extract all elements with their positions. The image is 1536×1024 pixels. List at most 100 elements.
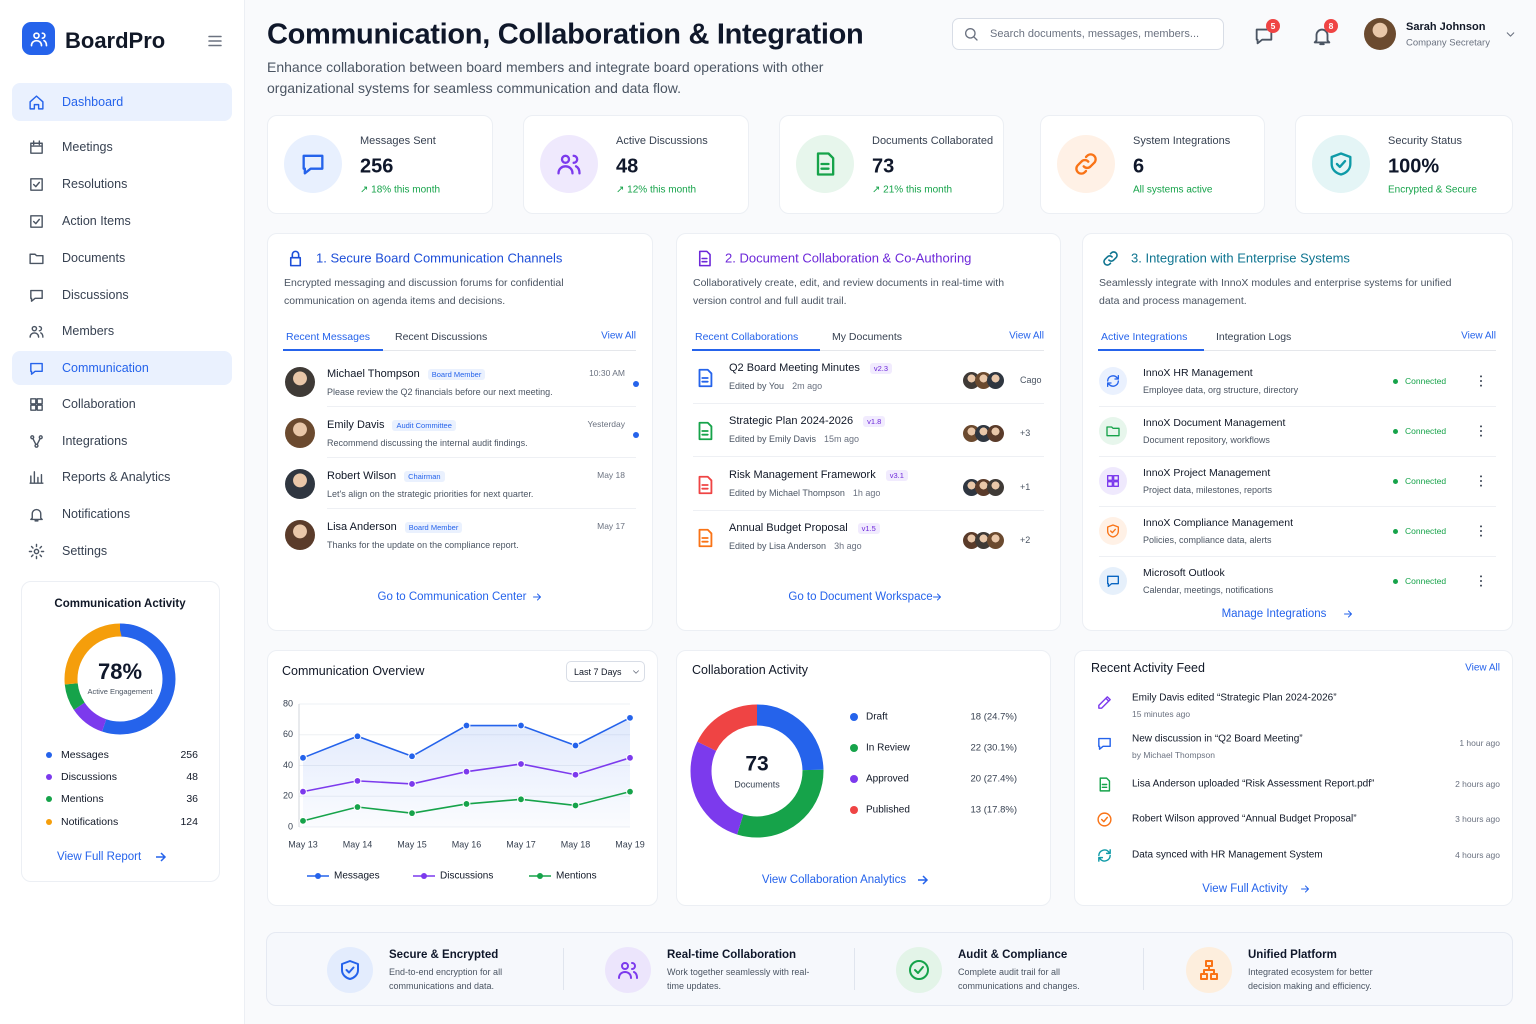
panel [1082,233,1513,631]
message-header: Michael Thompson Board Member [327,368,486,380]
nav-item[interactable]: Settings [62,544,108,558]
document-header: Q2 Board Meeting Minutes v2.3 [729,362,893,374]
nav-item[interactable]: Communication [62,361,149,375]
feature-icon [1200,960,1218,980]
nav-item[interactable]: Collaboration [62,397,136,411]
link-arrow [932,593,941,601]
link[interactable]: Manage Integrations [1221,608,1327,620]
nav-icon [29,397,43,411]
tab-underline [692,349,820,351]
document-icon [698,475,713,495]
user-role: Company Secretary [1406,37,1490,49]
feed-text: New discussion in “Q2 Board Meeting” [1132,733,1303,745]
nav-item[interactable]: Members [62,324,115,338]
version-tag: v1.8 [863,415,886,427]
nav-icon [28,253,44,264]
item-menu [1480,575,1482,587]
edit-time: 15m ago [824,434,860,444]
nav-item[interactable]: Discussions [62,288,129,302]
feature-title: Unified Platform [1248,949,1337,961]
avatar [986,531,1004,549]
feature-icon [909,960,929,980]
user-menu-glyph [1506,31,1514,37]
stat-note: ↗ 21% this month [872,184,953,196]
feature-icon-glyph [618,962,638,979]
stat-icon-bg [540,135,598,193]
nav-icon [28,470,44,484]
range-select[interactable] [566,661,645,682]
view-all[interactable]: View All [1465,662,1500,674]
row-divider [327,508,636,509]
nav-item[interactable]: Reports & Analytics [62,470,171,484]
feature-title: Audit & Compliance [958,949,1068,961]
integration-icon [1107,375,1119,387]
nav-highlight [12,351,232,385]
nav-icon-glyph [29,139,43,154]
document-meta: Edited by Lisa Anderson 3h ago [729,541,862,551]
avatar [1364,18,1396,50]
tab-active[interactable]: Active Integrations [1101,331,1188,343]
status-dot [1392,528,1398,534]
page-subtitle: Enhance collaboration between board memb… [267,59,824,96]
stat-icon [816,152,835,176]
view-all[interactable]: View All [1009,330,1044,342]
nav-item[interactable]: Meetings [62,140,113,154]
row-divider [693,456,1044,457]
range-chevron [633,669,639,674]
version-tag: v3.1 [885,469,908,481]
view-all[interactable]: View All [1461,330,1496,342]
item-menu [1480,425,1482,437]
link[interactable]: Go to Document Workspace [788,591,933,603]
nav-item[interactable]: Notifications [62,507,131,521]
panel-description: Collaboratively create, edit, and review… [693,277,1005,307]
integration-name: InnoX HR Management [1143,367,1253,379]
logo-glyph-glyph [30,31,47,47]
integration-icon-glyph [1107,575,1119,587]
stat-value: 48 [616,155,639,178]
view-all[interactable]: View All [601,330,636,342]
link[interactable]: View Full Activity [1202,883,1288,895]
editor: Edited by Emily Davis [729,434,817,444]
sender-name: Robert Wilson [327,470,397,482]
collab-card [676,650,1051,906]
feature-divider [1143,948,1144,990]
feed-icon-glyph [1097,695,1111,709]
link-arrow-glyph [932,593,941,601]
nav-icon-glyph [29,289,43,302]
tab[interactable]: My Documents [832,331,903,343]
nav-icon [29,289,43,302]
integration-icon-glyph [1107,375,1119,387]
document-icon-glyph [698,475,713,495]
feature-description: Work together seamlessly with real-time … [667,967,810,991]
stat-icon [1075,153,1097,175]
link[interactable]: Go to Communication Center [377,591,527,603]
edit-time: 1h ago [852,488,881,498]
nav-item[interactable]: Dashboard [62,95,124,109]
avatar [986,424,1004,442]
tab-active[interactable]: Recent Collaborations [695,331,799,343]
nav-item[interactable]: Action Items [62,214,131,228]
tab[interactable]: Integration Logs [1216,331,1292,343]
integration-icon-bg [1099,467,1127,495]
avatar [285,367,315,397]
feed-text: Lisa Anderson uploaded “Risk Assessment … [1132,778,1375,790]
nav-item[interactable]: Documents [62,251,126,265]
feature-divider [854,948,855,990]
tab[interactable]: Recent Discussions [395,331,488,343]
nav-icon [29,139,43,154]
integration-icon [1107,524,1119,538]
feed-icon [1097,695,1111,709]
row-divider [1099,456,1496,457]
document-icon [698,421,713,441]
nav-item[interactable]: Integrations [62,434,128,448]
panel-title: 1. Secure Board Communication Channels [316,250,563,266]
feature-icon [618,962,638,979]
nav-icon [29,214,43,228]
feed-time: 3 hours ago [1455,814,1500,824]
tab-active[interactable]: Recent Messages [286,331,371,343]
nav-item[interactable]: Resolutions [62,177,128,191]
search-box[interactable] [952,18,1224,50]
card-title: Communication Activity [54,598,186,610]
feature-band [266,932,1513,1006]
row-divider [327,457,636,458]
